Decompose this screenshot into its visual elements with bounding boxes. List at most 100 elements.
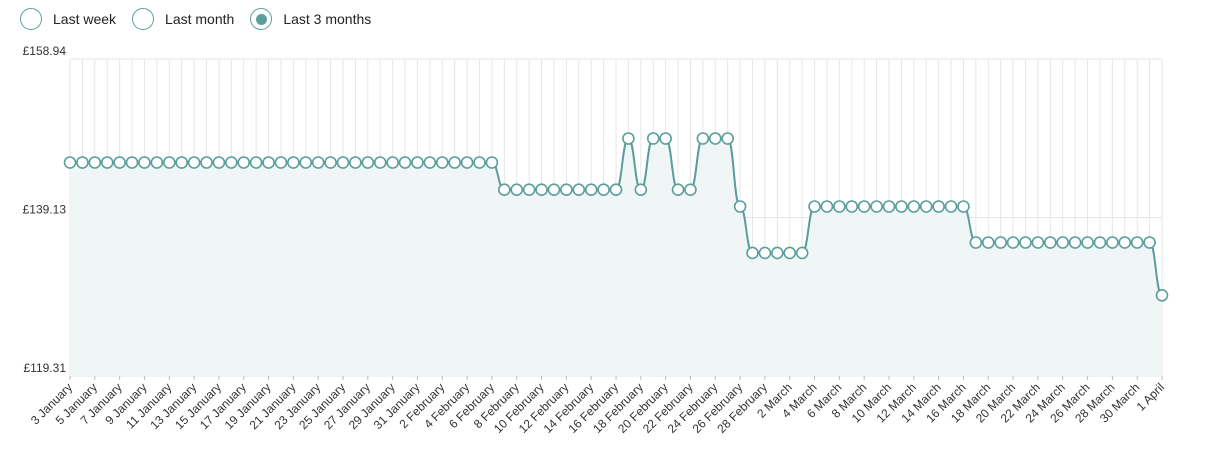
data-point	[1019, 236, 1032, 249]
data-point	[498, 183, 511, 197]
data-point	[659, 132, 672, 145]
data-point	[162, 156, 176, 169]
data-point	[237, 156, 251, 169]
data-point	[373, 156, 387, 169]
data-point	[1155, 288, 1169, 302]
data-point	[746, 246, 759, 260]
range-option-last-3-months[interactable]: Last 3 months	[250, 8, 371, 30]
data-point	[510, 183, 524, 197]
series-area	[70, 138, 1162, 376]
data-point	[423, 156, 437, 169]
data-point	[758, 246, 772, 260]
data-point	[1006, 236, 1020, 249]
data-point	[1068, 236, 1082, 249]
data-point	[200, 156, 213, 169]
data-point	[994, 236, 1007, 249]
y-tick-label: £158.94	[23, 44, 67, 58]
data-point	[249, 156, 263, 169]
data-point	[684, 183, 697, 197]
data-point	[907, 200, 921, 213]
y-tick-label: £139.13	[23, 202, 67, 216]
data-point	[336, 156, 350, 169]
data-point	[88, 156, 102, 169]
data-point	[919, 200, 933, 213]
data-point	[882, 200, 896, 213]
data-point	[733, 200, 747, 213]
data-point	[113, 156, 126, 169]
data-point	[125, 156, 139, 169]
data-point	[324, 156, 337, 169]
data-point	[1130, 236, 1144, 249]
data-point	[473, 156, 486, 169]
data-point	[547, 183, 561, 197]
range-label: Last month	[165, 11, 235, 27]
data-point	[981, 236, 995, 249]
data-point	[299, 156, 313, 169]
data-point	[311, 156, 325, 169]
data-point	[1106, 236, 1119, 249]
data-point	[584, 183, 598, 197]
data-point	[398, 156, 412, 169]
radio-button[interactable]	[20, 8, 42, 30]
date-range-selector: Last week Last month Last 3 months	[20, 8, 371, 30]
data-point	[150, 156, 164, 169]
data-point	[957, 200, 970, 213]
data-point	[361, 156, 375, 169]
y-tick-label: £119.31	[24, 361, 67, 375]
data-point	[1044, 236, 1057, 249]
data-point	[1118, 236, 1132, 249]
radio-button[interactable]	[250, 8, 273, 30]
data-point	[187, 156, 201, 169]
data-point	[448, 156, 461, 169]
radio-button[interactable]	[132, 8, 155, 30]
data-point	[771, 246, 784, 260]
data-point	[1031, 236, 1045, 249]
data-point	[1093, 236, 1107, 249]
data-point	[411, 156, 424, 169]
data-point	[262, 156, 275, 169]
data-point	[808, 200, 821, 213]
data-point	[572, 183, 586, 197]
data-point	[783, 246, 797, 260]
x-tick-label: 1 April	[1134, 380, 1167, 413]
range-option-last-week[interactable]: Last week	[20, 8, 116, 30]
data-point	[485, 156, 499, 169]
data-point	[522, 183, 536, 197]
data-point	[349, 156, 362, 169]
range-label: Last week	[53, 11, 117, 27]
data-point	[225, 156, 238, 169]
data-point	[435, 156, 449, 169]
range-option-last-month[interactable]: Last month	[132, 8, 234, 30]
data-point	[944, 200, 958, 213]
data-point	[634, 183, 648, 197]
data-point	[646, 132, 660, 145]
data-point	[100, 156, 114, 169]
data-point	[597, 183, 610, 197]
data-point	[833, 200, 846, 213]
data-point	[696, 132, 710, 145]
data-point	[535, 183, 548, 197]
radio-dot	[255, 13, 267, 25]
data-point	[175, 156, 188, 169]
data-point	[1081, 236, 1094, 249]
data-point	[721, 132, 734, 145]
data-point	[969, 236, 983, 249]
data-point	[895, 200, 908, 213]
data-point	[386, 156, 399, 169]
data-point	[287, 156, 300, 169]
data-point	[1056, 236, 1070, 249]
data-point	[820, 200, 834, 213]
data-point	[560, 183, 573, 197]
data-point	[857, 200, 871, 213]
data-point	[212, 156, 226, 169]
data-point	[671, 183, 685, 197]
data-point	[932, 200, 945, 213]
range-label: Last 3 months	[283, 11, 372, 27]
data-point	[708, 132, 722, 145]
data-point	[795, 246, 809, 260]
data-point	[460, 156, 474, 169]
data-point	[609, 183, 623, 197]
data-point	[845, 200, 859, 213]
data-point	[138, 156, 151, 169]
